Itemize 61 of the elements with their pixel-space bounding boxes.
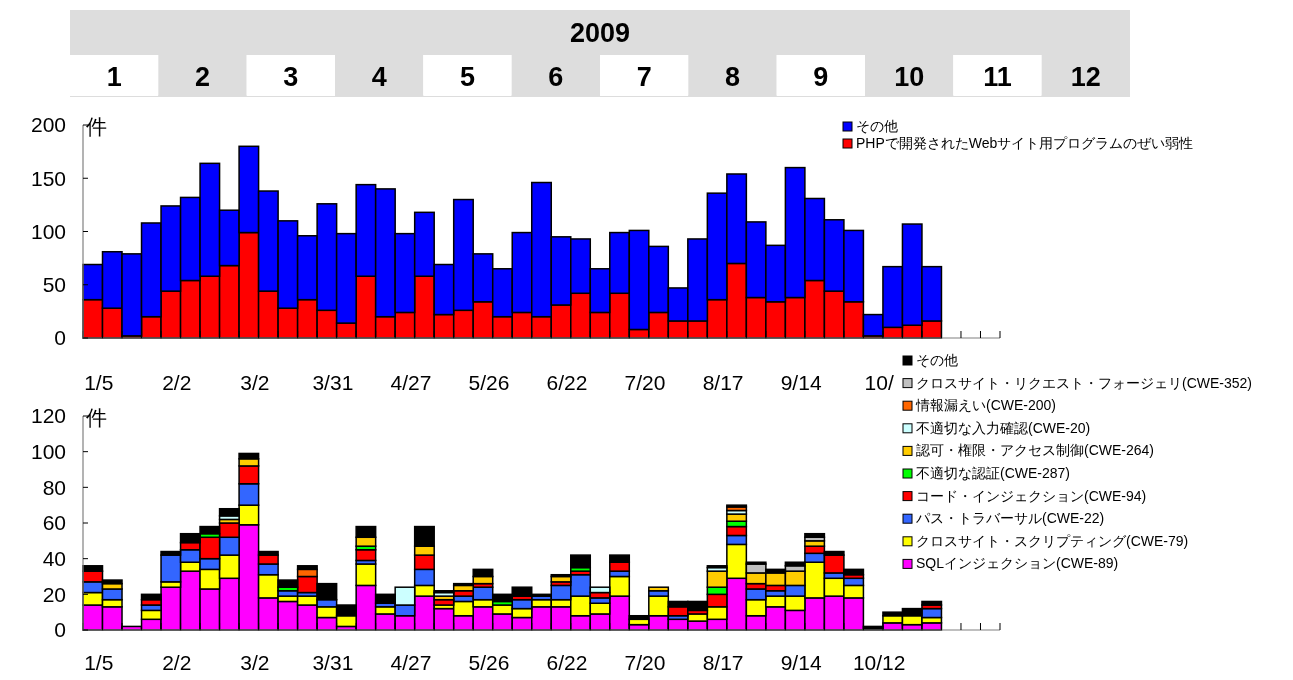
x2-tick-label: 1 [106, 62, 122, 92]
y-tick-label: 150 [30, 166, 66, 190]
x-tick-label: 1/5 [84, 651, 114, 674]
x2-tick-label: 9 [813, 62, 829, 92]
legend-label: 情報漏えい(CWE-200) [915, 397, 1057, 414]
x-tick-label: 4/27 [390, 651, 432, 674]
x-tick-label: 7/20 [624, 651, 666, 674]
x-tick-label: 4/27 [390, 371, 432, 394]
x-tick-label: 3/2 [240, 651, 270, 674]
legend-label: SQLインジェクション(CWE-89) [916, 555, 1119, 572]
x-tick-label: 2/2 [162, 651, 192, 674]
y-tick-label: 60 [42, 511, 66, 535]
y-tick-label: 120 [30, 404, 66, 428]
y-tick-label: 0 [54, 618, 66, 642]
y-axis-title: 件 [86, 115, 107, 138]
y-tick-label: 0 [54, 326, 66, 350]
y-tick-label: 20 [42, 582, 66, 606]
x-tick-label: 3/2 [240, 371, 270, 394]
legend-label: 不適切な入力確認(CWE-20) [916, 419, 1091, 436]
legend-label: クロスサイト・スクリプティング(CWE-79) [916, 532, 1189, 549]
y-tick-label: 50 [42, 273, 66, 297]
x-tick-label: 3/31 [312, 371, 354, 394]
x-tick-label: 10/12 [852, 651, 906, 674]
x-tick-label: 5/26 [468, 371, 510, 394]
x2-tick-label: 4 [371, 62, 387, 92]
x-tick-label: 5/26 [468, 651, 510, 674]
legend-label: 認可・権限・アクセス制御(CWE-264) [916, 442, 1155, 459]
y-tick-label: 100 [30, 219, 66, 243]
x-tick-label: 10/ [864, 371, 894, 394]
x-tick-label: 9/14 [780, 371, 822, 394]
x-tick-label: 6/22 [546, 371, 588, 394]
x2-tick-label: 10 [894, 62, 925, 92]
legend-label: その他 [856, 118, 898, 134]
legend-label: その他 [916, 352, 958, 368]
x-tick-label: 9/14 [780, 651, 822, 674]
x2-tick-label: 11 [983, 62, 1012, 92]
x2-tick-label: 3 [283, 62, 299, 92]
x-tick-label: 1/5 [84, 371, 114, 394]
x2-tick-label: 6 [548, 62, 564, 92]
y-tick-label: 100 [30, 440, 66, 464]
legend-label: 不適切な認証(CWE-287) [916, 465, 1071, 481]
y-tick-label: 40 [42, 547, 66, 571]
x-tick-label: 2/2 [162, 371, 192, 394]
x2-tick-label: 7 [636, 62, 652, 92]
x-tick-label: 8/17 [702, 651, 744, 674]
x2-tick-label: 8 [724, 62, 741, 92]
legend-label: PHPで開発されたWebサイト用プログラムのぜい弱性 [856, 135, 1194, 151]
legend-label: パス・トラバーサル(CWE-22) [915, 510, 1105, 527]
x2-tick-label: 5 [459, 62, 476, 92]
y-axis-title: 件 [86, 406, 107, 429]
x2-tick-label: 2 [194, 62, 211, 92]
y-tick-label: 80 [42, 475, 66, 499]
legend-label: コード・インジェクション(CWE-94) [916, 487, 1147, 504]
x-tick-label: 7/20 [624, 371, 666, 394]
x-tick-label: 6/22 [546, 651, 588, 674]
x2-tick-label: 12 [1070, 62, 1101, 92]
legend-label: クロスサイト・リクエスト・フォージェリ(CWE-352) [916, 374, 1253, 391]
x-tick-label: 8/17 [702, 371, 744, 394]
y-tick-label: 200 [30, 113, 66, 137]
x2-axis-title: 2009 [569, 18, 631, 48]
x-tick-label: 3/31 [312, 651, 354, 674]
